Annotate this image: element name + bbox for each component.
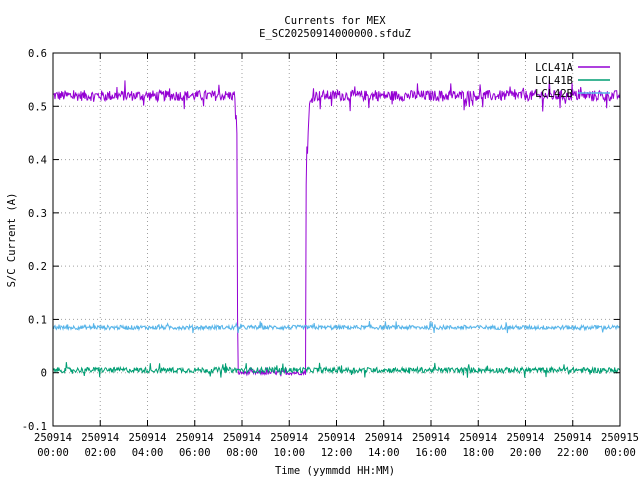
x-tick-label-date: 250914 [270,432,308,444]
x-axis-label: Time (yymmdd HH:MM) [275,465,395,477]
y-tick-label: 0.3 [28,208,47,220]
y-axis-label: S/C Current (A) [6,193,18,288]
series-line-lcl42b [52,321,621,334]
x-tick-label-time: 14:00 [368,447,400,459]
x-tick-label-time: 10:00 [273,447,305,459]
x-tick-label-date: 250914 [412,432,450,444]
x-tick-label-time: 02:00 [84,447,116,459]
y-tick-label: 0.2 [28,261,47,273]
x-tick-label-time: 08:00 [226,447,258,459]
x-tick-label-date: 250914 [318,432,356,444]
y-tick-label: 0.4 [28,155,47,167]
legend-label: LCL41B [535,75,573,87]
y-tick-label: 0.5 [28,101,47,113]
x-tick-label-date: 250914 [459,432,497,444]
x-tick-label-time: 04:00 [132,447,164,459]
x-tick-label-time: 22:00 [557,447,589,459]
x-tick-label-date: 250914 [176,432,214,444]
x-tick-label-time: 20:00 [510,447,542,459]
series-line-lcl41a [52,80,621,377]
x-tick-label-time: 12:00 [321,447,353,459]
x-tick-label-time: 06:00 [179,447,211,459]
x-tick-label-date: 250914 [365,432,403,444]
x-tick-label-time: 00:00 [604,447,636,459]
axis-ticks: -0.1 0 0.1 0.2 0.3 0.4 0.5 0.6 250914 00:00 250914… [22,48,639,459]
x-tick-label-date: 250914 [81,432,119,444]
series-layer [52,80,621,378]
x-tick-label-date: 250914 [507,432,545,444]
series-line-lcl41b [52,362,621,378]
x-tick-label-date: 250914 [223,432,261,444]
legend-label: LCL42B [535,88,573,100]
x-tick-label-date: 250914 [554,432,592,444]
y-tick-label: 0 [41,368,47,380]
legend-label: LCL41A [535,62,574,74]
chart-subtitle: E_SC20250914000000.sfduZ [259,28,411,40]
x-tick-label-date: 250915 [601,432,639,444]
x-tick-label-date: 250914 [129,432,167,444]
chart-title: Currents for MEX [284,15,386,27]
y-tick-label: -0.1 [22,421,47,433]
x-tick-label-time: 00:00 [37,447,69,459]
x-tick-label-date: 250914 [34,432,72,444]
y-tick-label: 0.1 [28,314,47,326]
x-tick-label-time: 16:00 [415,447,447,459]
x-tick-label-time: 18:00 [462,447,494,459]
y-tick-label: 0.6 [28,48,47,60]
